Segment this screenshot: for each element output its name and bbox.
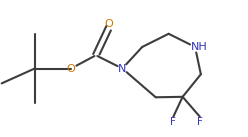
Text: O: O: [105, 19, 114, 29]
Text: F: F: [197, 117, 203, 127]
Text: F: F: [170, 117, 176, 127]
Text: O: O: [67, 64, 75, 73]
Text: NH: NH: [191, 42, 208, 52]
Text: N: N: [118, 64, 126, 73]
